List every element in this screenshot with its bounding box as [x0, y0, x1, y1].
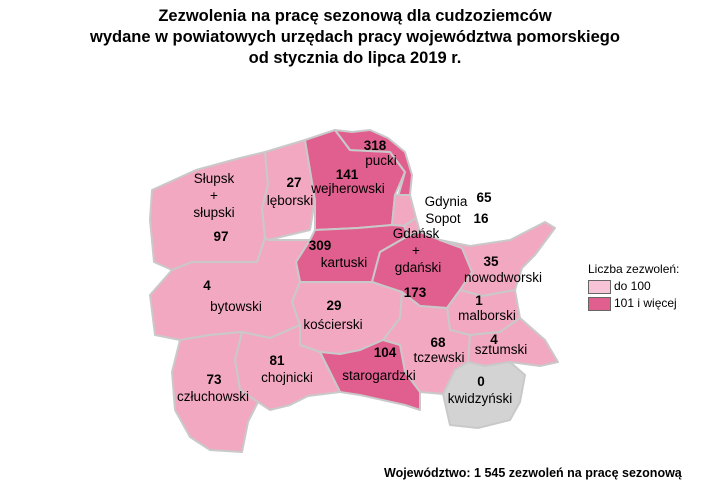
title-line-3: od stycznia do lipca 2019 r.: [248, 49, 462, 67]
title-line-1: Zezwolenia na pracę sezonową dla cudzozi…: [158, 7, 552, 25]
region-pucki: [334, 129, 413, 198]
slupsk-value: 97: [213, 229, 228, 244]
slupsk-name-2: +: [210, 188, 218, 203]
label-wejherowski: 141 wejherowski: [310, 167, 385, 196]
legend-title: Liczba zezwoleń:: [588, 262, 680, 276]
legend-swatch-high: [588, 296, 611, 311]
slupsk-name-3: słupski: [193, 205, 234, 220]
label-tczewski: 68 tczewski: [413, 335, 464, 365]
czluchowski-name: człuchowski: [177, 389, 249, 404]
title-line-2: wydane w powiatowych urzędach pracy woje…: [90, 28, 620, 46]
koscierski-value: 29: [326, 298, 341, 313]
leborski-name: lęborski: [267, 193, 314, 208]
legend-swatch-low: [588, 279, 611, 294]
gdansk-value: 173: [404, 285, 427, 300]
map-legend: Liczba zezwoleń: do 100 101 i więcej: [588, 262, 679, 311]
label-pucki: 318 pucki: [364, 138, 397, 168]
label-nowodworski: 35 nowodworski: [464, 254, 542, 285]
map-title: Zezwolenia na pracę sezonową dla cudzozi…: [0, 6, 710, 69]
wejherowski-value: 141: [336, 167, 359, 182]
malborski-name: malborski: [458, 308, 516, 323]
label-sopot: Sopot 16: [425, 211, 489, 226]
starogardzki-name: starogardzki: [342, 368, 416, 383]
chojnicki-value: 81: [269, 353, 285, 368]
kwidzynski-value: 0: [477, 374, 485, 389]
label-koscierski: 29 kościerski: [303, 298, 362, 332]
label-slupsk: Słupsk + słupski 97: [193, 171, 234, 244]
nowodworski-value: 35: [483, 254, 499, 269]
label-kartuski: 309 kartuski: [309, 238, 368, 270]
gdynia-value: 65: [476, 190, 492, 205]
label-leborski: 27 lęborski: [267, 175, 314, 208]
label-malborski: 1 malborski: [458, 293, 516, 323]
tczewski-value: 68: [430, 335, 446, 350]
pucki-name: pucki: [365, 153, 397, 168]
koscierski-name: kościerski: [303, 317, 362, 332]
leborski-value: 27: [286, 175, 301, 190]
kwidzynski-name: kwidzyński: [448, 391, 513, 406]
label-bytowski: 4 bytowski: [203, 278, 262, 314]
label-gdansk: Gdańsk + gdański 173: [393, 226, 442, 300]
starogardzki-value: 104: [374, 345, 397, 360]
total-summary: Województwo: 1 545 zezwoleń na pracę sez…: [384, 466, 682, 480]
gdansk-name-1: Gdańsk: [393, 226, 440, 241]
label-starogardzki: 104 starogardzki: [342, 345, 416, 383]
legend-item-high: 101 i więcej: [588, 296, 679, 311]
sztumski-name: sztumski: [475, 342, 528, 357]
gdansk-name-3: gdański: [395, 260, 442, 275]
sztumski-value: 4: [490, 332, 498, 347]
kartuski-name: kartuski: [321, 255, 368, 270]
legend-label-low: do 100: [614, 279, 651, 293]
sopot-name: Sopot: [425, 211, 461, 226]
label-kwidzynski: 0 kwidzyński: [448, 374, 513, 406]
czluchowski-value: 73: [206, 372, 222, 387]
tczewski-name: tczewski: [413, 350, 464, 365]
chojnicki-name: chojnicki: [261, 370, 313, 385]
wejherowski-name: wejherowski: [310, 181, 385, 196]
gdynia-name: Gdynia: [425, 194, 468, 209]
label-czluchowski: 73 człuchowski: [177, 372, 249, 404]
region-czluchowski: [171, 331, 259, 453]
legend-item-low: do 100: [588, 279, 679, 294]
slupsk-name-1: Słupsk: [194, 171, 235, 186]
bytowski-value: 4: [203, 278, 211, 293]
bytowski-name: bytowski: [210, 299, 262, 314]
label-gdynia: Gdynia 65: [425, 190, 492, 209]
malborski-value: 1: [475, 293, 483, 308]
region-kwidzynski: [442, 361, 526, 429]
region-nowodworski: [439, 221, 556, 297]
gdansk-name-2: +: [412, 243, 420, 258]
label-sztumski: 4 sztumski: [475, 332, 528, 357]
nowodworski-name: nowodworski: [464, 270, 542, 285]
sopot-value: 16: [473, 211, 489, 226]
label-chojnicki: 81 chojnicki: [261, 353, 313, 385]
legend-label-high: 101 i więcej: [614, 296, 677, 310]
pucki-value: 318: [364, 138, 387, 153]
kartuski-value: 309: [309, 238, 332, 253]
